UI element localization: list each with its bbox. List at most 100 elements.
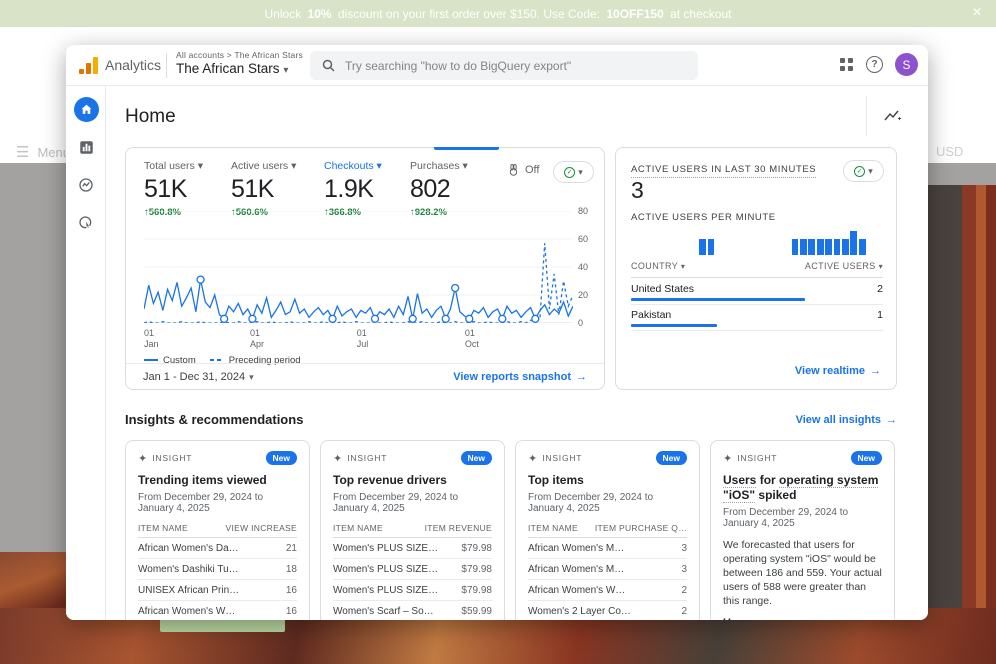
metric-total-users[interactable]: Total users ▾ 51K ↑560.8% — [144, 160, 203, 218]
advertising-icon — [79, 216, 92, 231]
check-circle-icon: ✓ — [564, 166, 576, 178]
anomaly-marker — [248, 314, 257, 323]
minute-bar — [715, 228, 723, 255]
item-value: 16 — [285, 585, 297, 596]
insights-sparkline-icon[interactable] — [884, 108, 902, 124]
main-content: Home Total users ▾ 51K ↑560.8% Active us… — [106, 86, 928, 620]
new-badge: New — [265, 451, 297, 465]
close-icon[interactable]: ✕ — [971, 5, 982, 19]
nav-reports[interactable] — [66, 132, 106, 162]
insights-heading: Insights & recommendations — [125, 412, 304, 427]
apps-grid-icon[interactable] — [840, 57, 854, 72]
insight-card-top-items[interactable]: ✦ INSIGHT New Top items From December 29, … — [515, 440, 700, 620]
promo-banner: Unlock 10% discount on your first order … — [0, 0, 996, 27]
item-value: 3 — [681, 543, 687, 554]
minute-bar — [841, 228, 849, 255]
minute-bar — [782, 228, 790, 255]
search-placeholder: Try searching "how to do BigQuery export… — [345, 58, 572, 73]
background-green-button — [160, 619, 285, 632]
breadcrumb: All accounts > The African Stars — [176, 50, 303, 60]
view-realtime-link[interactable]: View realtime → — [794, 365, 881, 377]
insight-card-ios-spike[interactable]: ✦ INSIGHT New Users for operating system "… — [710, 440, 895, 620]
chevron-down-icon: ▾ — [249, 371, 254, 382]
chevron-down-icon: ▾ — [680, 262, 686, 271]
insight-table: African Women's M… 3 African Women's M… 3 Af… — [528, 538, 687, 620]
minute-bar — [631, 228, 639, 255]
sparkle-icon: ✦ — [723, 452, 733, 465]
chevron-down-icon: ▾ — [578, 166, 583, 177]
country-users: 1 — [877, 309, 883, 321]
new-badge: New — [655, 451, 687, 465]
account-name: The African Stars — [176, 61, 280, 76]
country-row: United States 2 — [631, 279, 883, 305]
minute-bar — [808, 228, 816, 255]
anomaly-marker — [465, 314, 474, 323]
avatar[interactable]: S — [895, 53, 918, 76]
rabbit-icon — [509, 164, 518, 176]
x-tick-label: 01 Jan — [144, 328, 159, 349]
arrow-right-icon: → — [886, 413, 897, 426]
table-row: African Women's Da… 21 — [138, 538, 297, 559]
nav-home[interactable] — [66, 94, 106, 124]
insight-title-part: operating system "iOS" — [723, 473, 879, 503]
data-quality-button[interactable]: ✓ ▾ — [843, 160, 884, 182]
item-value: 16 — [285, 606, 297, 617]
country-column-header[interactable]: COUNTRY ▾ — [631, 261, 686, 271]
insight-table-header: ITEM NAME ITEM PURCHASE Q… — [528, 523, 687, 538]
item-name: African Women's Da… — [138, 543, 239, 554]
country-table: United States 2 Pakistan 1 — [631, 279, 883, 331]
chevron-down-icon: ▾ — [291, 160, 297, 172]
chevron-down-icon: ▾ — [197, 160, 203, 172]
table-row: Women's PLUS SIZE… $79.98 — [333, 580, 492, 601]
minute-bar — [858, 228, 866, 255]
currency-selector[interactable]: USD — [936, 144, 964, 159]
account-switcher[interactable]: All accounts > The African Stars The Afr… — [176, 50, 303, 76]
item-name: Women's Dashiki Tu… — [138, 564, 239, 575]
date-range-picker[interactable]: Jan 1 - Dec 31, 2024 ▾ — [143, 370, 254, 383]
product-name: Analytics — [105, 57, 162, 73]
search-input[interactable]: Try searching "how to do BigQuery export… — [310, 51, 698, 80]
insight-card-trending-items[interactable]: ✦ INSIGHT New Trending items viewed From D… — [125, 440, 310, 620]
data-quality-button[interactable]: ✓ ▾ — [553, 161, 594, 183]
nav-explore[interactable] — [66, 170, 106, 200]
active-users-count: 3 — [631, 177, 644, 203]
site-menu-button[interactable]: ☰ Menu — [16, 143, 70, 161]
metric-purchases[interactable]: Purchases ▾ 802 ↑928.2% — [410, 160, 468, 218]
anomaly-marker — [370, 314, 380, 323]
chevron-down-icon: ▾ — [878, 262, 883, 271]
anomaly-marker — [219, 314, 229, 323]
item-value: 18 — [285, 564, 297, 575]
nav-advertising[interactable] — [66, 208, 106, 238]
active-users-column-header[interactable]: ACTIVE USERS ▾ — [804, 261, 883, 271]
insight-date-range: From December 29, 2024 to January 4, 202… — [138, 492, 264, 514]
view-reports-snapshot-link[interactable]: View reports snapshot → — [453, 370, 587, 383]
anomaly-marker — [450, 283, 460, 293]
minute-bar — [824, 228, 832, 255]
metric-checkouts[interactable]: Checkouts ▾ 1.9K ↑366.8% — [324, 160, 382, 218]
help-icon[interactable]: ? — [866, 56, 883, 73]
legend-preceding: Preceding period — [209, 355, 301, 366]
realtime-toggle[interactable]: Off — [507, 164, 539, 176]
minute-bar — [690, 228, 698, 255]
metric-active-users[interactable]: Active users ▾ 51K ↑560.6% — [231, 160, 297, 218]
insight-table-header: ITEM NAME ITEM REVENUE — [333, 523, 492, 538]
table-row: African Women's M… 3 — [528, 559, 687, 580]
card-footer: Jan 1 - Dec 31, 2024 ▾ View reports snaps… — [126, 363, 604, 389]
realtime-card: ACTIVE USERS IN LAST 30 MINUTES ✓ ▾ 3 AC… — [615, 147, 897, 390]
insight-title: Top items — [528, 473, 584, 487]
x-tick-label: 01 Apr — [249, 328, 264, 349]
item-value: 2 — [681, 585, 687, 596]
item-value: 2 — [681, 606, 687, 617]
y-tick-label: 60 — [578, 234, 589, 244]
chart-legend: Custom Preceding period — [144, 355, 301, 366]
item-name: Women's PLUS SIZE… — [333, 564, 439, 575]
view-all-insights-link[interactable]: View all insights → — [795, 413, 897, 426]
item-name: African Women's M… — [528, 543, 625, 554]
insight-date-range: From December 29, 2024 to January 4, 202… — [528, 492, 654, 514]
chevron-down-icon: ▾ — [868, 165, 873, 176]
table-row: African Women's M… 3 — [528, 538, 687, 559]
item-value: 3 — [681, 564, 687, 575]
insight-title-part: for — [756, 473, 780, 487]
item-value: 21 — [285, 543, 297, 554]
insight-card-top-revenue[interactable]: ✦ INSIGHT New Top revenue drivers From Dec… — [320, 440, 505, 620]
